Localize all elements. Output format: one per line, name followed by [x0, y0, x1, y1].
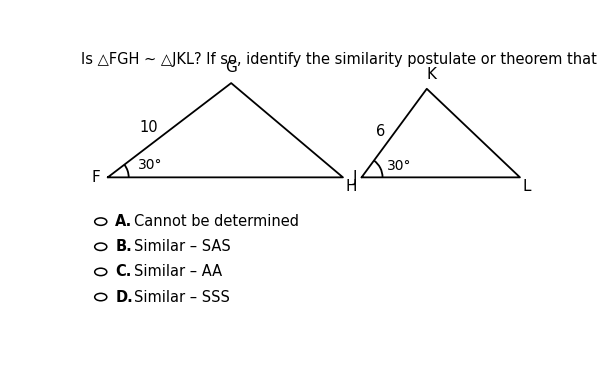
Text: Similar – AA: Similar – AA — [134, 265, 222, 279]
Text: 30°: 30° — [387, 159, 412, 173]
Text: Is △FGH ∼ △JKL? If so, identify the similarity postulate or theorem that applies: Is △FGH ∼ △JKL? If so, identify the simi… — [81, 52, 601, 67]
Text: D.: D. — [115, 289, 133, 305]
Text: Similar – SSS: Similar – SSS — [134, 289, 230, 305]
Text: A.: A. — [115, 214, 132, 229]
Text: J: J — [352, 170, 357, 185]
Text: B.: B. — [115, 239, 132, 254]
Text: 10: 10 — [139, 120, 158, 135]
Text: 6: 6 — [376, 124, 385, 139]
Text: 30°: 30° — [138, 158, 162, 171]
Text: Cannot be determined: Cannot be determined — [134, 214, 299, 229]
Text: G: G — [225, 59, 237, 75]
Text: C.: C. — [115, 265, 132, 279]
Text: Similar – SAS: Similar – SAS — [134, 239, 231, 254]
Text: F: F — [92, 170, 101, 185]
Text: L: L — [522, 179, 531, 194]
Text: K: K — [427, 67, 436, 82]
Text: H: H — [345, 179, 357, 194]
